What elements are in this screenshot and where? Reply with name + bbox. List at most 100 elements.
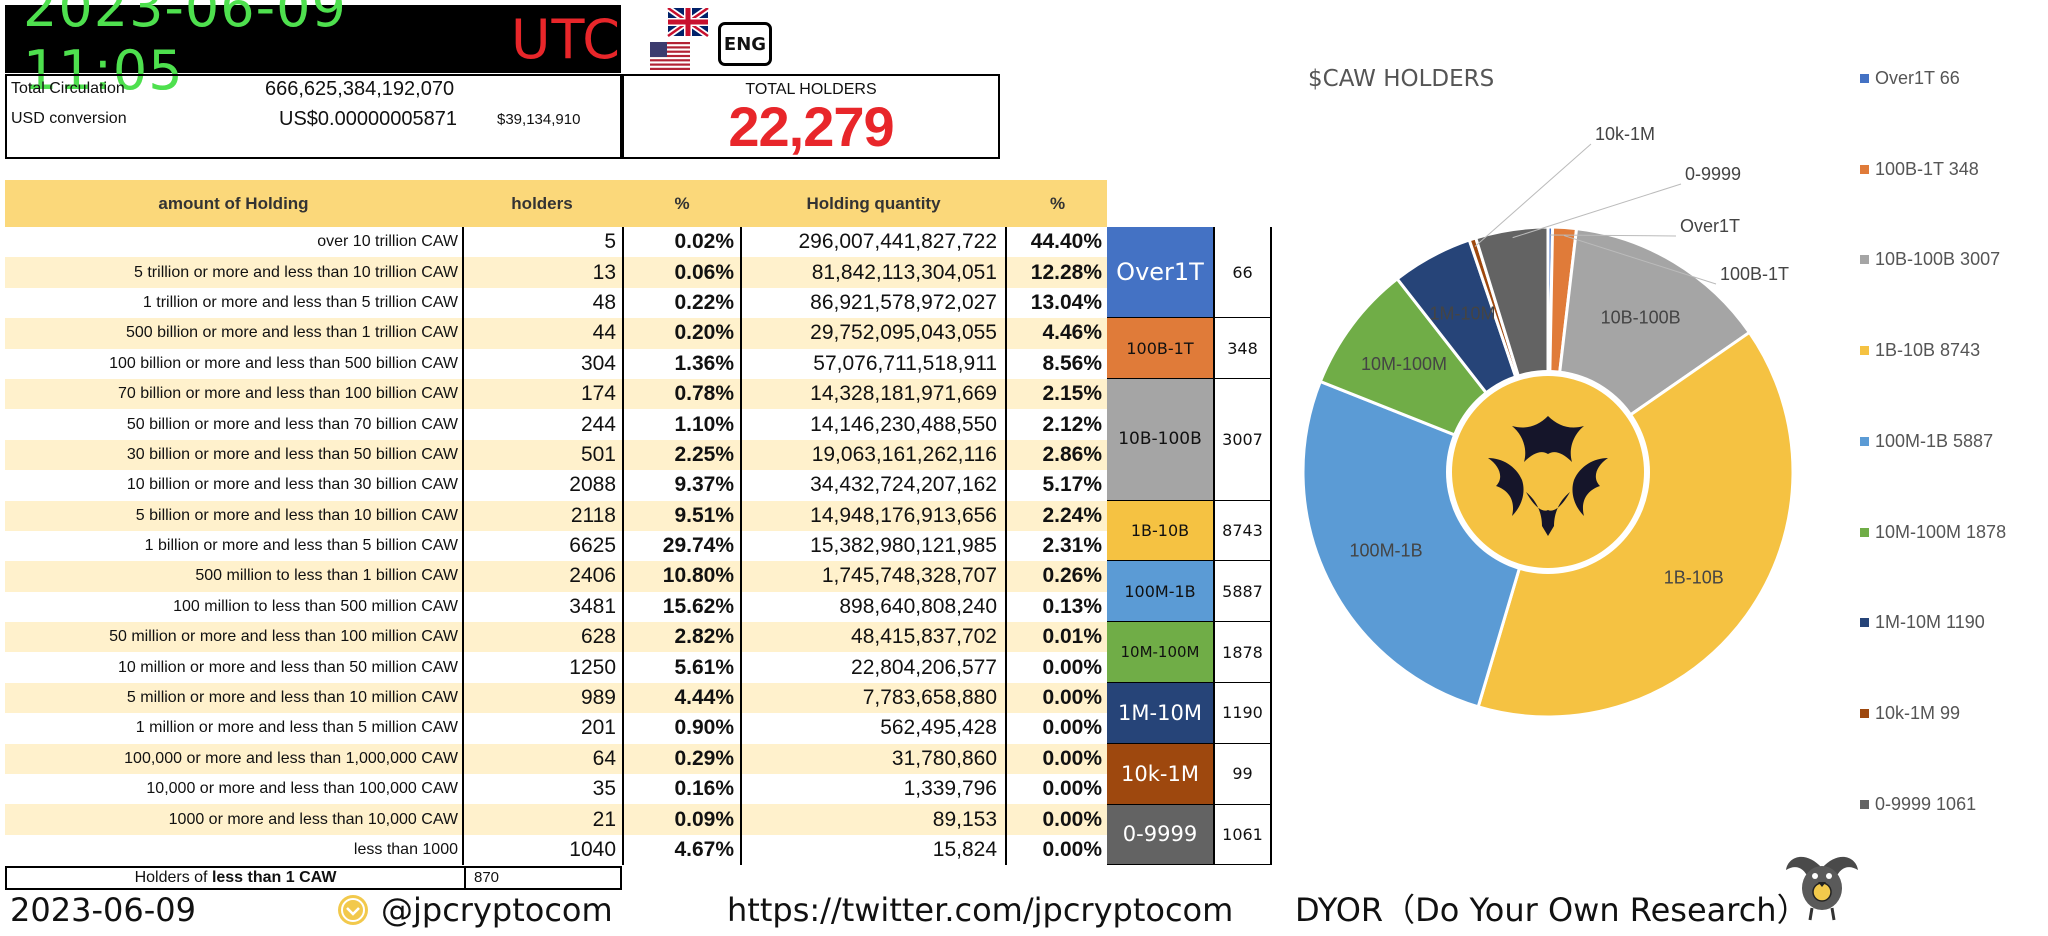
cell-quantity: 81,842,113,304,051 (811, 260, 997, 284)
cell-quantity-pct: 8.56% (1005, 348, 1110, 379)
datetime-text: 2023-06-09 11:05 (23, 0, 347, 102)
table-row: 70 billion or more and less than 100 bil… (5, 378, 1110, 410)
cell-quantity: 34,432,724,207,162 (810, 473, 997, 497)
cell-holders-pct: 2.82% (622, 622, 742, 653)
header-quantity-pct: % (1049, 194, 1066, 213)
cell-quantity: 14,948,176,913,656 (810, 503, 997, 527)
table-row: 30 billion or more and less than 50 bill… (5, 439, 1110, 471)
slice-label: 0-9999 (1685, 164, 1741, 184)
legend-item: 10B-100B 3007 (1860, 249, 2000, 270)
cell-holders: 5 (462, 227, 622, 258)
slice-label: 100M-1B (1350, 541, 1423, 561)
cell-quantity: 898,640,808,240 (839, 594, 997, 618)
table-row: 10 million or more and less than 50 mill… (5, 652, 1110, 683)
usd-conversion-value: US$0.00000005871 (279, 108, 457, 130)
cell-holders: 13 (462, 257, 622, 288)
cell-holders-pct: 0.16% (622, 774, 742, 805)
cell-holders: 44 (462, 318, 622, 349)
group-count: 99 (1213, 743, 1272, 805)
leader-line (1550, 234, 1677, 237)
cell-quantity-pct: 0.26% (1005, 561, 1110, 592)
cell-holders: 244 (462, 409, 622, 440)
footer-handle[interactable]: @jpcryptocom (337, 888, 613, 932)
table-row: 500 million to less than 1 billion CAW 24… (5, 561, 1110, 592)
legend-label: 0-9999 1061 (1875, 793, 1977, 814)
cell-holders-pct: 0.22% (622, 287, 742, 319)
flag-icons (650, 5, 710, 70)
cell-holders-pct: 0.06% (622, 257, 742, 288)
datetime-display: 2023-06-09 11:05 UTC (5, 0, 621, 102)
table-row: 100,000 or more and less than 1,000,000 … (5, 743, 1110, 775)
cell-quantity-pct: 0.01% (1005, 622, 1110, 653)
legend-item: 0-9999 1061 (1860, 794, 1976, 815)
cell-quantity: 562,495,428 (880, 716, 997, 740)
footer-url[interactable]: https://twitter.com/jpcryptocom (727, 891, 1234, 929)
legend-swatch (1860, 708, 1869, 718)
cell-range: 70 billion or more and less than 100 bil… (117, 385, 458, 403)
legend-item: 10k-1M 99 (1860, 703, 1960, 724)
group-label: 10k-1M (1107, 743, 1213, 805)
language-button[interactable]: ENG (718, 22, 772, 66)
cell-quantity-pct: 0.00% (1005, 682, 1110, 714)
cell-quantity: 14,146,230,488,550 (810, 412, 997, 436)
total-circulation-value: 666,625,384,192,070 (265, 78, 455, 100)
cell-holders-pct: 0.02% (622, 227, 742, 258)
group-label: 1M-10M (1107, 683, 1213, 744)
table-row: 1 billion or more and less than 5 billio… (5, 530, 1110, 562)
cell-holders-pct: 15.62% (622, 591, 742, 623)
table-row: 100 billion or more and less than 500 bi… (5, 348, 1110, 379)
usd-total-value: $39,134,910 (497, 111, 581, 128)
cell-holders: 501 (462, 439, 622, 471)
legend-item: Over1T 66 (1860, 68, 1960, 89)
leader-line (1563, 235, 1717, 285)
slice-label: 1M-10M (1429, 304, 1495, 324)
slice-label: 100B-1T (1720, 264, 1789, 284)
cell-quantity: 29,752,095,043,055 (810, 321, 997, 345)
sub-one-holders-label: Holders of less than 1 CAW (134, 869, 337, 886)
table-row: 5 billion or more and less than 10 billi… (5, 500, 1110, 531)
pie-slice (1476, 330, 1795, 719)
group-label: 0-9999 (1107, 804, 1213, 866)
leader-line (1474, 143, 1592, 247)
sub-one-holders-row: Holders of less than 1 CAW 870 (5, 866, 622, 890)
cell-holders-pct: 0.78% (622, 378, 742, 410)
cell-holders: 304 (462, 348, 622, 379)
footer-date: 2023-06-09 (10, 891, 196, 929)
cell-quantity: 1,339,796 (903, 777, 997, 801)
group-label: 10B-100B (1107, 379, 1213, 501)
table-row: 50 million or more and less than 100 mil… (5, 622, 1110, 653)
cell-holders: 64 (462, 743, 622, 775)
cell-quantity: 31,780,860 (891, 746, 997, 770)
slice-label: 10M-100M (1361, 354, 1447, 374)
crow-mascot-icon (1786, 856, 1858, 921)
table-row: 5 million or more and less than 10 milli… (5, 682, 1110, 714)
legend-swatch (1860, 346, 1869, 356)
cell-quantity-pct: 2.24% (1005, 500, 1110, 531)
table-row: 100 million to less than 500 million CAW… (5, 591, 1110, 623)
cell-holders: 201 (462, 713, 622, 744)
slice-label: 10k-1M (1595, 124, 1655, 144)
cell-quantity-pct: 13.04% (1005, 287, 1110, 319)
cell-quantity-pct: 0.13% (1005, 591, 1110, 623)
cell-range: 1 trillion or more and less than 5 trill… (142, 293, 458, 311)
cell-quantity: 22,804,206,577 (851, 655, 997, 679)
cell-quantity-pct: 2.86% (1005, 439, 1110, 471)
cell-holders: 628 (462, 622, 622, 653)
cell-range: 5 billion or more and less than 10 billi… (135, 506, 458, 524)
cell-quantity-pct: 0.00% (1005, 774, 1110, 805)
header-holders-pct: % (674, 194, 690, 213)
legend-item: 10M-100M 1878 (1860, 522, 2006, 543)
total-circulation-label: Total Circulation (11, 80, 125, 97)
language-flags[interactable] (650, 5, 718, 72)
cell-range: 50 billion or more and less than 70 bill… (126, 415, 458, 433)
cell-holders: 2406 (462, 561, 622, 592)
cell-holders-pct: 0.09% (622, 804, 742, 835)
slice-label: Over1T (1680, 216, 1740, 236)
holders-table: over 10 trillion CAW 5 0.02% 296,007,441,82… (5, 227, 1272, 866)
cell-quantity-pct: 2.12% (1005, 409, 1110, 440)
cell-holders: 989 (462, 682, 622, 714)
footer-handle-text[interactable]: @jpcryptocom (381, 891, 613, 929)
cell-holders-pct: 1.36% (622, 348, 742, 379)
cell-range: 100 million to less than 500 million CAW (173, 597, 458, 615)
cell-quantity: 14,328,181,971,669 (810, 382, 997, 406)
